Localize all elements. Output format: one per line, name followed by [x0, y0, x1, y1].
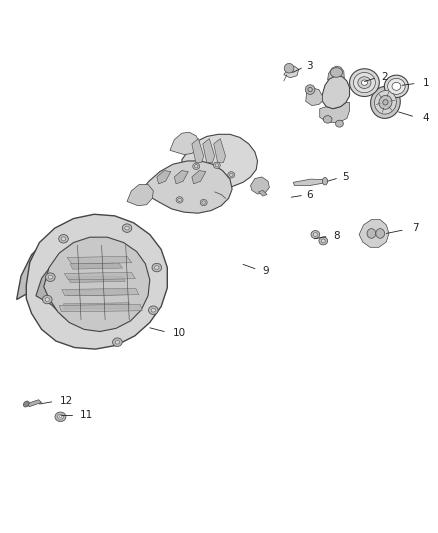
- Ellipse shape: [202, 201, 205, 204]
- Polygon shape: [64, 303, 131, 309]
- Polygon shape: [322, 76, 350, 109]
- Ellipse shape: [322, 177, 328, 185]
- Polygon shape: [192, 139, 204, 163]
- Ellipse shape: [200, 199, 207, 206]
- Polygon shape: [293, 179, 325, 185]
- Polygon shape: [170, 132, 199, 155]
- Ellipse shape: [305, 85, 315, 94]
- Polygon shape: [70, 263, 123, 269]
- Ellipse shape: [228, 172, 235, 178]
- Text: 1: 1: [423, 78, 429, 87]
- Ellipse shape: [213, 162, 220, 168]
- Polygon shape: [251, 177, 269, 194]
- Ellipse shape: [371, 86, 400, 118]
- Ellipse shape: [178, 198, 181, 201]
- Ellipse shape: [284, 63, 294, 73]
- Ellipse shape: [155, 265, 159, 269]
- Ellipse shape: [330, 68, 343, 77]
- Polygon shape: [127, 184, 153, 206]
- Ellipse shape: [151, 308, 155, 312]
- Ellipse shape: [308, 87, 312, 92]
- Polygon shape: [67, 256, 132, 264]
- Ellipse shape: [45, 297, 49, 302]
- Text: 9: 9: [263, 266, 269, 276]
- Ellipse shape: [319, 237, 328, 245]
- Text: 4: 4: [423, 114, 429, 123]
- Ellipse shape: [59, 416, 61, 418]
- Ellipse shape: [115, 341, 120, 344]
- Ellipse shape: [376, 229, 385, 238]
- Polygon shape: [192, 171, 206, 184]
- Polygon shape: [64, 272, 135, 280]
- Polygon shape: [17, 223, 147, 330]
- Ellipse shape: [125, 227, 129, 230]
- Ellipse shape: [55, 412, 66, 422]
- Ellipse shape: [379, 95, 392, 109]
- Ellipse shape: [23, 401, 29, 407]
- Ellipse shape: [61, 237, 66, 241]
- Polygon shape: [203, 139, 215, 163]
- Text: 10: 10: [173, 328, 186, 338]
- Ellipse shape: [46, 273, 55, 281]
- Ellipse shape: [384, 75, 408, 98]
- Ellipse shape: [311, 230, 320, 239]
- Text: 8: 8: [333, 231, 339, 240]
- Ellipse shape: [392, 82, 401, 90]
- Text: 6: 6: [307, 190, 313, 199]
- Polygon shape: [182, 134, 258, 188]
- Text: 3: 3: [307, 61, 313, 71]
- Ellipse shape: [367, 229, 376, 238]
- Polygon shape: [320, 102, 350, 123]
- Ellipse shape: [152, 263, 162, 272]
- Polygon shape: [359, 220, 389, 247]
- Ellipse shape: [314, 232, 317, 237]
- Polygon shape: [26, 400, 42, 407]
- Ellipse shape: [336, 120, 343, 127]
- Ellipse shape: [42, 295, 52, 304]
- Polygon shape: [62, 288, 139, 296]
- Polygon shape: [157, 171, 171, 184]
- Text: 11: 11: [80, 410, 93, 419]
- Ellipse shape: [321, 239, 325, 243]
- Ellipse shape: [58, 415, 63, 419]
- Ellipse shape: [148, 306, 158, 314]
- Ellipse shape: [59, 235, 68, 243]
- Ellipse shape: [122, 224, 132, 232]
- Ellipse shape: [383, 100, 388, 105]
- Polygon shape: [214, 139, 226, 163]
- Ellipse shape: [358, 77, 371, 88]
- Polygon shape: [306, 88, 322, 106]
- Text: 7: 7: [412, 223, 418, 233]
- Text: 12: 12: [60, 396, 73, 406]
- Polygon shape: [59, 304, 142, 312]
- Ellipse shape: [361, 80, 367, 85]
- Polygon shape: [328, 66, 344, 80]
- Ellipse shape: [374, 91, 396, 114]
- Ellipse shape: [193, 163, 200, 169]
- Ellipse shape: [323, 116, 332, 123]
- Ellipse shape: [230, 173, 233, 176]
- Polygon shape: [174, 171, 188, 184]
- Polygon shape: [44, 237, 150, 332]
- Ellipse shape: [113, 338, 122, 346]
- Ellipse shape: [353, 72, 375, 93]
- Ellipse shape: [48, 275, 53, 279]
- Polygon shape: [258, 190, 267, 196]
- Ellipse shape: [215, 164, 219, 167]
- Polygon shape: [68, 276, 125, 282]
- Ellipse shape: [176, 197, 183, 203]
- Polygon shape: [284, 66, 299, 78]
- Text: 2: 2: [381, 72, 388, 82]
- Polygon shape: [66, 289, 128, 296]
- Polygon shape: [26, 214, 167, 349]
- Polygon shape: [139, 161, 232, 213]
- Ellipse shape: [350, 69, 379, 96]
- Text: 5: 5: [343, 172, 349, 182]
- Polygon shape: [36, 249, 134, 327]
- Ellipse shape: [388, 78, 405, 94]
- Ellipse shape: [194, 165, 198, 168]
